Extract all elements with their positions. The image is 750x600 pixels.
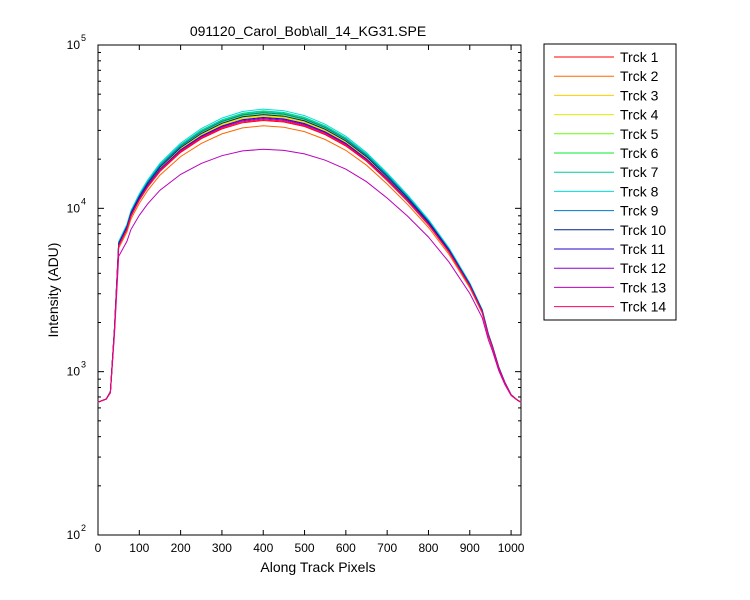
y-tick-exponent: 4 [81, 196, 86, 206]
legend: Trck 1 Trck 2 Trck 3 Trck 4 Trck 5 Trck 6 Trck… [543, 43, 677, 321]
x-tick-label: 400 [253, 541, 273, 555]
legend-label-10: Trck 10 [620, 222, 666, 238]
y-tick-label: 10 [67, 201, 81, 215]
legend-label-7: Trck 7 [620, 164, 659, 180]
x-tick-label: 900 [460, 541, 480, 555]
y-axis-label: Intensity (ADU) [45, 243, 61, 338]
legend-label-2: Trck 2 [620, 68, 659, 84]
plot-area [97, 44, 522, 536]
legend-label-14: Trck 14 [620, 299, 666, 315]
series-line-13 [97, 148, 522, 403]
x-tick-label: 100 [129, 541, 149, 555]
series-lines [97, 108, 522, 403]
legend-label-3: Trck 3 [620, 87, 659, 103]
y-tick-label: 10 [67, 38, 81, 52]
x-tick-label: 700 [377, 541, 397, 555]
x-tick-label: 500 [295, 541, 315, 555]
series-line-14 [97, 118, 522, 403]
x-tick-label: 600 [336, 541, 356, 555]
chart-title: 091120_Carol_Bob\all_14_KG31.SPE [190, 23, 426, 39]
y-tick-exponent: 3 [81, 360, 86, 370]
y-tick-exponent: 2 [81, 523, 86, 533]
legend-label-8: Trck 8 [620, 183, 659, 199]
legend-label-5: Trck 5 [620, 126, 659, 142]
legend-label-6: Trck 6 [620, 145, 659, 161]
y-tick-label: 10 [67, 365, 81, 379]
x-tick-label: 800 [418, 541, 438, 555]
legend-label-1: Trck 1 [620, 49, 659, 65]
x-tick-label: 0 [95, 541, 102, 555]
x-axis-label: Along Track Pixels [260, 559, 375, 575]
y-tick-label: 10 [67, 528, 81, 542]
x-axis: 0 100 200 300 400 500 600 700 800 900 1000 [95, 45, 525, 555]
legend-label-4: Trck 4 [620, 107, 659, 123]
y-tick-exponent: 5 [81, 33, 86, 43]
legend-label-11: Trck 11 [620, 241, 665, 257]
x-tick-label: 300 [212, 541, 232, 555]
legend-box [543, 43, 677, 321]
legend-label-13: Trck 13 [620, 279, 666, 295]
x-tick-label: 1000 [498, 541, 525, 555]
legend-label-9: Trck 9 [620, 203, 659, 219]
legend-label-12: Trck 12 [620, 260, 666, 276]
x-tick-label: 200 [171, 541, 191, 555]
